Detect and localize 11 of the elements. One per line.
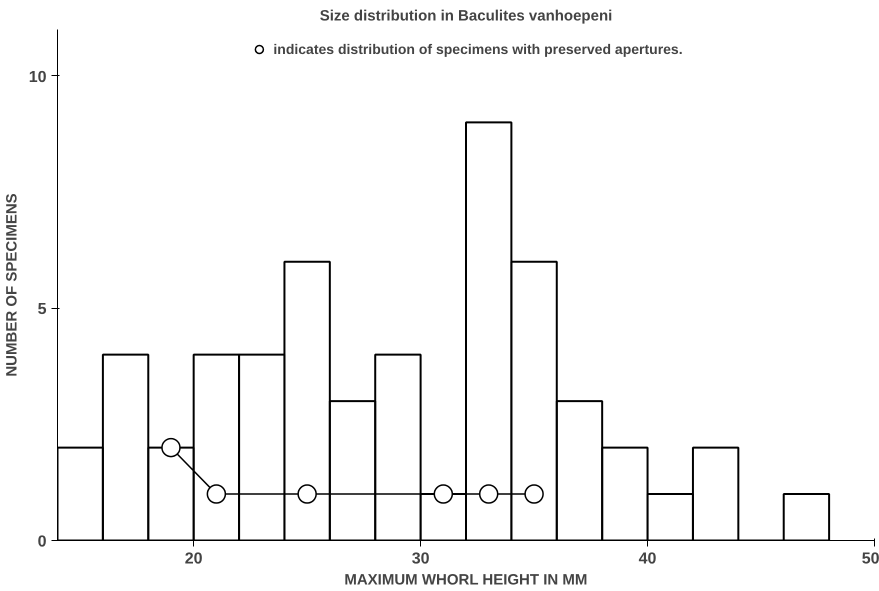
legend-label: indicates distribution of specimens with preserved apertures.: [273, 41, 683, 57]
x-tick-label: 30: [412, 550, 430, 568]
x-tick-label: 50: [862, 550, 879, 568]
y-tick-label: 0: [38, 534, 47, 550]
x-tick-label: 20: [184, 550, 203, 568]
y-tick-label: 5: [38, 301, 47, 318]
x-tick-label: 40: [638, 550, 657, 568]
y-axis-title: NUMBER OF SPECIMENS: [4, 193, 21, 377]
x-axis-title: MAXIMUM WHORL HEIGHT IN MM: [344, 572, 588, 588]
y-tick-label: 10: [28, 68, 47, 86]
chart-title: Size distribution in Baculites vanhoepeni: [320, 8, 612, 24]
